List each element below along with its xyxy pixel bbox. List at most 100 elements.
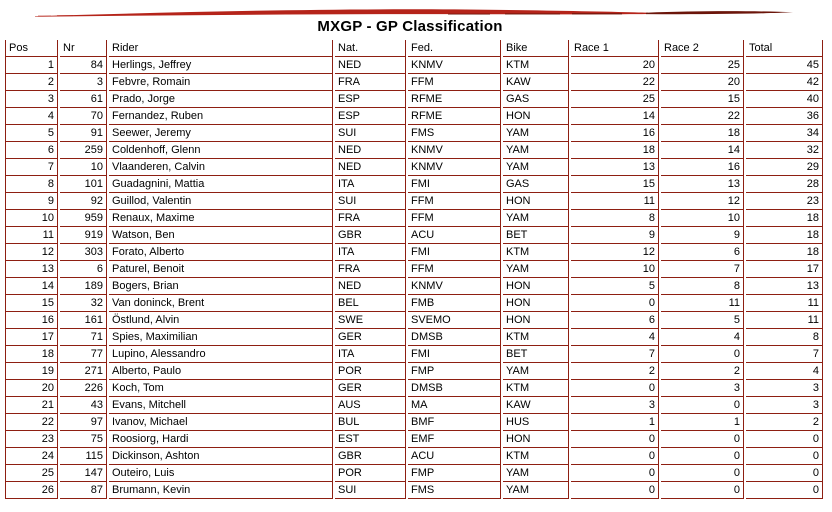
cell-fed: BMF <box>408 414 501 431</box>
cell-fed: ACU <box>408 227 501 244</box>
cell-race2: 8 <box>661 278 744 295</box>
cell-race2: 16 <box>661 159 744 176</box>
cell-nat: POR <box>335 363 406 380</box>
cell-fed: SVEMO <box>408 312 501 329</box>
cell-nr: 75 <box>60 431 107 448</box>
cell-race1: 7 <box>571 346 659 363</box>
cell-bike: BET <box>503 227 569 244</box>
cell-bike: GAS <box>503 91 569 108</box>
cell-nr: 10 <box>60 159 107 176</box>
table-row: 12 303 Forato, Alberto ITA FMI KTM 12 6 18 <box>5 244 823 261</box>
cell-total: 11 <box>746 295 823 312</box>
column-header-race2: Race 2 <box>661 40 744 57</box>
table-row: 17 71 Spies, Maximilian GER DMSB KTM 4 4 8 <box>5 329 823 346</box>
cell-nr: 115 <box>60 448 107 465</box>
cell-rider: Seewer, Jeremy <box>109 125 333 142</box>
cell-bike: HON <box>503 278 569 295</box>
table-row: 9 92 Guillod, Valentin SUI FFM HON 11 12 23 <box>5 193 823 210</box>
cell-race2: 2 <box>661 363 744 380</box>
cell-total: 34 <box>746 125 823 142</box>
cell-race2: 0 <box>661 397 744 414</box>
cell-rider: Fernandez, Ruben <box>109 108 333 125</box>
cell-pos: 17 <box>5 329 58 346</box>
cell-total: 11 <box>746 312 823 329</box>
cell-pos: 25 <box>5 465 58 482</box>
cell-race1: 16 <box>571 125 659 142</box>
column-header-fed: Fed. <box>408 40 501 57</box>
cell-race2: 22 <box>661 108 744 125</box>
cell-total: 18 <box>746 227 823 244</box>
cell-pos: 7 <box>5 159 58 176</box>
table-row: 11 919 Watson, Ben GBR ACU BET 9 9 18 <box>5 227 823 244</box>
cell-pos: 15 <box>5 295 58 312</box>
cell-fed: EMF <box>408 431 501 448</box>
cell-total: 36 <box>746 108 823 125</box>
table-row: 19 271 Alberto, Paulo POR FMP YAM 2 2 4 <box>5 363 823 380</box>
cell-nr: 70 <box>60 108 107 125</box>
cell-bike: HON <box>503 431 569 448</box>
cell-race1: 0 <box>571 482 659 499</box>
cell-nat: SUI <box>335 193 406 210</box>
cell-nr: 32 <box>60 295 107 312</box>
cell-nat: ITA <box>335 244 406 261</box>
cell-race2: 6 <box>661 244 744 261</box>
cell-nat: FRA <box>335 74 406 91</box>
cell-bike: YAM <box>503 125 569 142</box>
cell-total: 0 <box>746 431 823 448</box>
cell-fed: FMB <box>408 295 501 312</box>
table-row: 23 75 Roosiorg, Hardi EST EMF HON 0 0 0 <box>5 431 823 448</box>
table-row: 10 959 Renaux, Maxime FRA FFM YAM 8 10 18 <box>5 210 823 227</box>
table-row: 6 259 Coldenhoff, Glenn NED KNMV YAM 18 14 32 <box>5 142 823 159</box>
cell-total: 2 <box>746 414 823 431</box>
cell-fed: DMSB <box>408 329 501 346</box>
cell-race1: 22 <box>571 74 659 91</box>
cell-bike: YAM <box>503 210 569 227</box>
table-row: 24 115 Dickinson, Ashton GBR ACU KTM 0 0 0 <box>5 448 823 465</box>
cell-bike: HON <box>503 312 569 329</box>
cell-race1: 0 <box>571 431 659 448</box>
cell-total: 4 <box>746 363 823 380</box>
cell-race2: 10 <box>661 210 744 227</box>
cell-nr: 271 <box>60 363 107 380</box>
cell-total: 32 <box>746 142 823 159</box>
cell-nr: 61 <box>60 91 107 108</box>
cell-race1: 0 <box>571 465 659 482</box>
cell-fed: FFM <box>408 193 501 210</box>
cell-nr: 303 <box>60 244 107 261</box>
cell-rider: Spies, Maximilian <box>109 329 333 346</box>
cell-bike: YAM <box>503 465 569 482</box>
cell-pos: 9 <box>5 193 58 210</box>
cell-total: 42 <box>746 74 823 91</box>
cell-fed: KNMV <box>408 159 501 176</box>
cell-total: 29 <box>746 159 823 176</box>
cell-bike: KTM <box>503 57 569 74</box>
cell-fed: RFME <box>408 108 501 125</box>
cell-pos: 18 <box>5 346 58 363</box>
cell-fed: FFM <box>408 74 501 91</box>
cell-total: 45 <box>746 57 823 74</box>
cell-nr: 97 <box>60 414 107 431</box>
cell-race1: 9 <box>571 227 659 244</box>
cell-race1: 25 <box>571 91 659 108</box>
cell-bike: BET <box>503 346 569 363</box>
cell-pos: 14 <box>5 278 58 295</box>
cell-race2: 3 <box>661 380 744 397</box>
cell-race2: 5 <box>661 312 744 329</box>
cell-race2: 25 <box>661 57 744 74</box>
cell-nr: 259 <box>60 142 107 159</box>
cell-fed: FMP <box>408 363 501 380</box>
cell-rider: Outeiro, Luis <box>109 465 333 482</box>
cell-nr: 77 <box>60 346 107 363</box>
cell-race2: 4 <box>661 329 744 346</box>
cell-bike: KTM <box>503 380 569 397</box>
cell-race1: 0 <box>571 295 659 312</box>
cell-fed: FMI <box>408 176 501 193</box>
table-row: 21 43 Evans, Mitchell AUS MA KAW 3 0 3 <box>5 397 823 414</box>
table-header-row: Pos Nr Rider Nat. Fed. Bike Race 1 Race 2 Total <box>5 40 823 57</box>
cell-bike: YAM <box>503 482 569 499</box>
cell-total: 18 <box>746 210 823 227</box>
table-row: 18 77 Lupino, Alessandro ITA FMI BET 7 0 7 <box>5 346 823 363</box>
cell-bike: KTM <box>503 244 569 261</box>
cell-race1: 14 <box>571 108 659 125</box>
table-row: 8 101 Guadagnini, Mattia ITA FMI GAS 15 13 28 <box>5 176 823 193</box>
